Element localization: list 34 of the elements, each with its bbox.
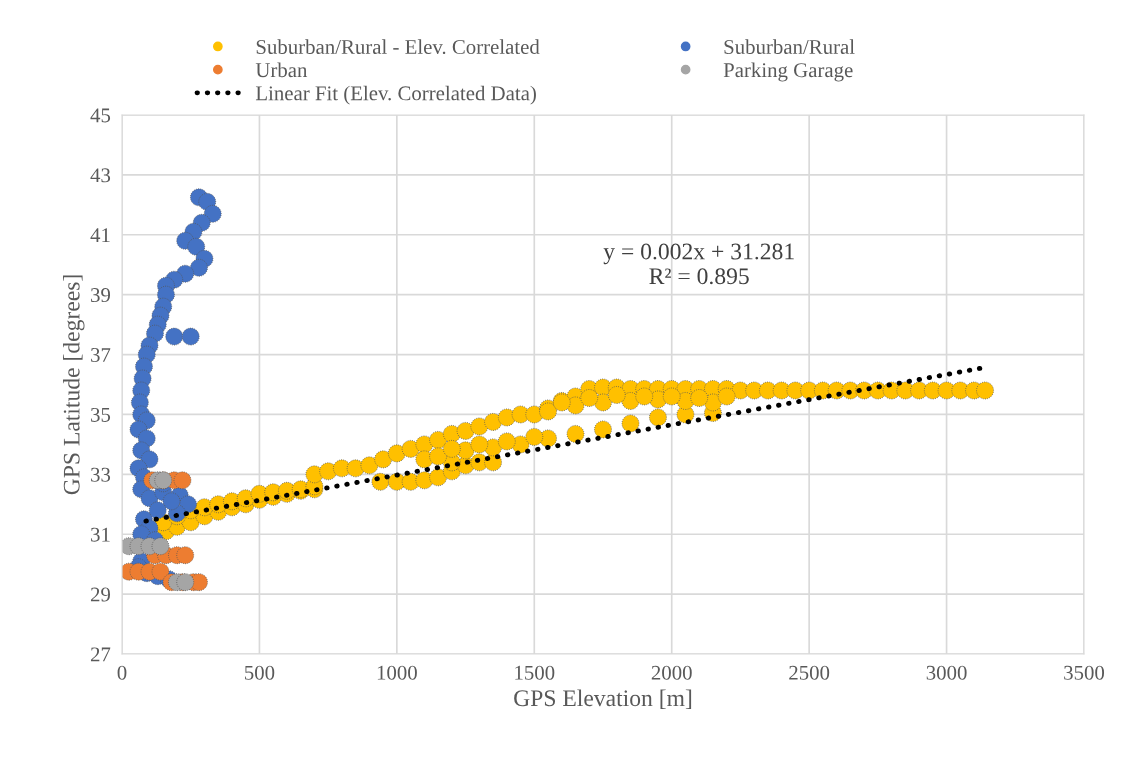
y-tick-label: 29 — [90, 587, 111, 602]
legend-label: Urban — [255, 62, 308, 78]
x-axis-title: GPS Elevation [m] — [514, 689, 692, 710]
x-tick-label: 1000 — [377, 665, 417, 680]
x-tick-label: 3000 — [926, 665, 967, 680]
point — [162, 492, 181, 511]
y-tick-label: 45 — [90, 108, 111, 123]
point — [148, 501, 167, 520]
y-tick-label: 33 — [91, 467, 111, 482]
y-tick-label: 31 — [91, 527, 110, 542]
point — [176, 546, 195, 565]
x-tick-label: 2500 — [789, 665, 830, 680]
x-tick-label: 0 — [117, 665, 127, 680]
x-tick-label: 2000 — [651, 665, 692, 680]
point — [173, 471, 192, 490]
y-tick-label: 43 — [90, 168, 111, 183]
y-tick-label: 41 — [90, 228, 110, 243]
x-tick-label: 3500 — [1064, 665, 1105, 680]
annotation: y = 0.002x + 31.281 R² = 0.895 — [603, 243, 794, 285]
y-axis-title: GPS Latitude [degrees] — [63, 275, 85, 495]
legend-label: Suburban/Rural — [724, 39, 855, 54]
y-tick-label: 39 — [91, 288, 111, 303]
legend-label: Suburban/Rural - Elev. Correlated — [256, 39, 540, 55]
legend-label: Parking Garage — [723, 62, 853, 82]
point — [165, 327, 184, 346]
y-tick-label: 35 — [91, 407, 111, 422]
x-tick-label: 500 — [245, 665, 275, 680]
x-tick-label: 1500 — [515, 665, 555, 680]
point — [181, 327, 200, 346]
legend-label: Linear Fit (Elev. Correlated Data) — [255, 85, 536, 105]
y-tick-label: 37 — [91, 347, 111, 362]
point — [151, 537, 170, 556]
point — [151, 562, 170, 581]
y-tick-label: 27 — [90, 647, 111, 662]
